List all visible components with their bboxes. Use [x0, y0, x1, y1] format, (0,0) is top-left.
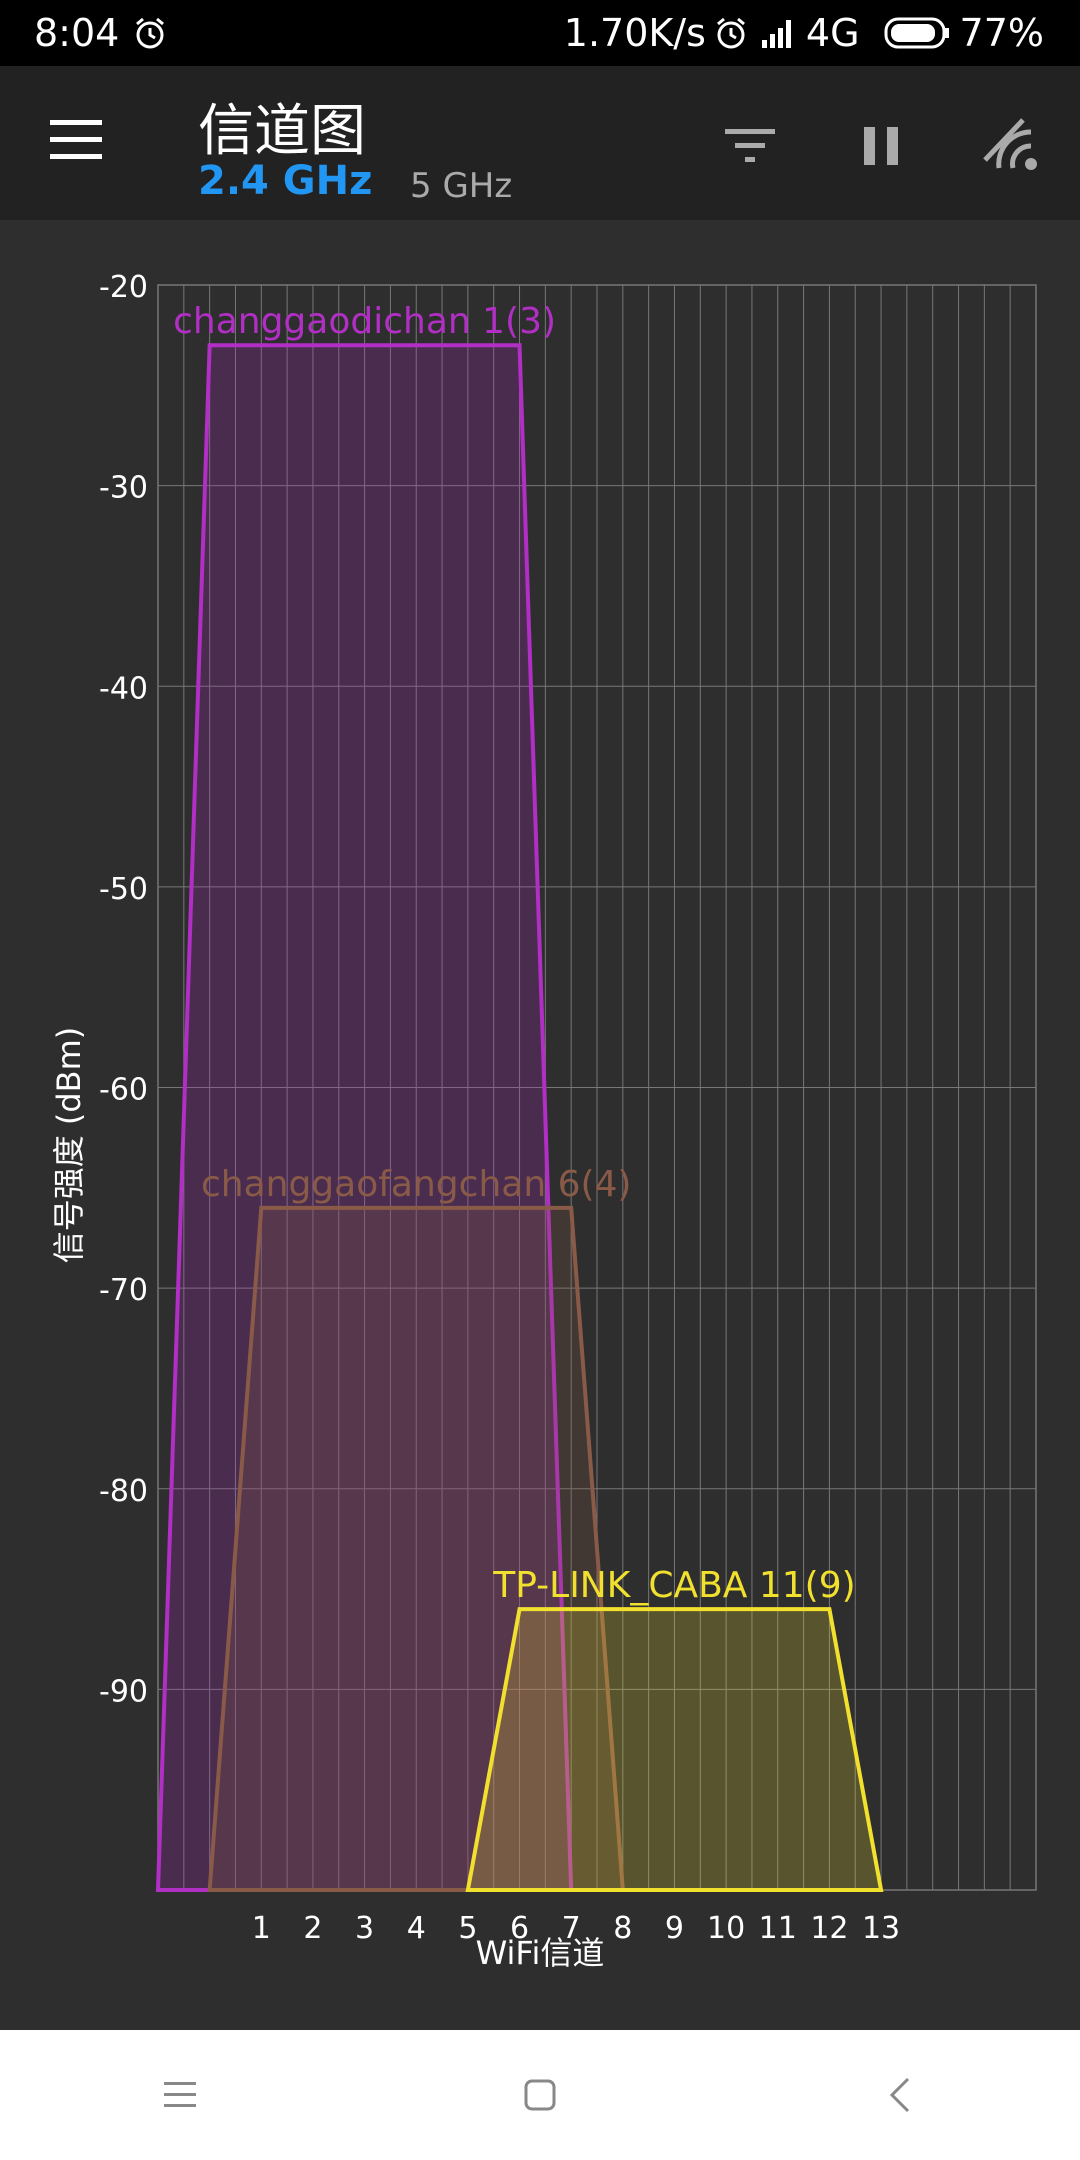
- channel-chart-svg: changgaodichan 1(3) changgaofangchan 6(4)…: [50, 270, 1037, 1972]
- pause-icon: [864, 127, 898, 165]
- wifi-scan-button[interactable]: [980, 114, 1044, 178]
- chart-series: changgaodichan 1(3) changgaofangchan 6(4)…: [155, 301, 884, 1892]
- pause-button[interactable]: [849, 114, 913, 178]
- y-tick-label: -30: [99, 471, 148, 506]
- series-label: changgaofangchan 6(4): [201, 1164, 632, 1205]
- y-tick-label: -20: [99, 270, 148, 305]
- x-tick-label: 2: [303, 1911, 322, 1946]
- x-axis-ticks: 1 2 3 4 5 6 7 8 9 10 11 12 13: [252, 1911, 900, 1946]
- x-tick-label: 6: [510, 1911, 529, 1946]
- y-tick-label: -70: [99, 1273, 148, 1308]
- hamburger-icon: [50, 120, 102, 159]
- back-button[interactable]: [850, 2045, 950, 2145]
- x-tick-label: 4: [407, 1911, 426, 1946]
- page-title: 信道图: [198, 99, 366, 164]
- alarm-icon: [133, 16, 167, 50]
- series-label: changgaodichan 1(3): [173, 301, 556, 342]
- x-tick-label: 11: [759, 1911, 797, 1946]
- x-tick-label: 9: [665, 1911, 684, 1946]
- recent-apps-button[interactable]: [130, 2045, 230, 2145]
- battery-icon: [884, 17, 950, 49]
- back-icon: [889, 2077, 910, 2113]
- battery-level: 77%: [959, 11, 1044, 55]
- status-bar: 8:04 1.70K/s 4G 77%: [0, 0, 1080, 66]
- y-tick-label: -50: [99, 872, 148, 907]
- x-tick-label: 3: [355, 1911, 374, 1946]
- tab-2-4ghz[interactable]: 2.4 GHz: [198, 158, 373, 204]
- home-icon: [524, 2079, 556, 2111]
- network-speed: 1.70K/s: [563, 11, 706, 55]
- filter-icon: [725, 129, 775, 162]
- app-bar: 信道图 2.4 GHz 5 GHz: [0, 66, 1080, 220]
- filter-button[interactable]: [718, 114, 782, 178]
- series-area-tp-link-caba: [465, 1607, 884, 1892]
- network-type: 4G: [805, 11, 860, 55]
- tab-5ghz[interactable]: 5 GHz: [410, 166, 513, 206]
- status-time: 8:04: [34, 11, 120, 55]
- x-tick-label: 7: [562, 1911, 581, 1946]
- y-tick-label: -90: [99, 1674, 148, 1709]
- x-tick-label: 13: [862, 1911, 900, 1946]
- y-axis-label: 信号强度 (dBm): [50, 1027, 88, 1264]
- y-axis-ticks: -20 -30 -40 -50 -60 -70 -80 -90: [99, 270, 148, 1709]
- x-tick-label: 12: [810, 1911, 848, 1946]
- menu-icon: [164, 2082, 196, 2107]
- home-button[interactable]: [490, 2045, 590, 2145]
- alarm-icon: [714, 16, 748, 50]
- x-tick-label: 10: [707, 1911, 745, 1946]
- signal-icon: [761, 18, 796, 48]
- x-axis-label: WiFi信道: [476, 1934, 605, 1972]
- x-tick-label: 1: [252, 1911, 271, 1946]
- x-tick-label: 5: [458, 1911, 477, 1946]
- x-tick-label: 8: [613, 1911, 632, 1946]
- y-tick-label: -40: [99, 671, 148, 706]
- wifi-scan-icon: [983, 118, 1037, 170]
- system-nav-bar: [0, 2030, 1080, 2160]
- series-label: TP-LINK_CABA 11(9): [492, 1565, 855, 1606]
- hamburger-menu-button[interactable]: [46, 116, 106, 164]
- y-tick-label: -80: [99, 1474, 148, 1509]
- y-tick-label: -60: [99, 1073, 148, 1108]
- channel-graph: changgaodichan 1(3) changgaofangchan 6(4)…: [0, 220, 1080, 2030]
